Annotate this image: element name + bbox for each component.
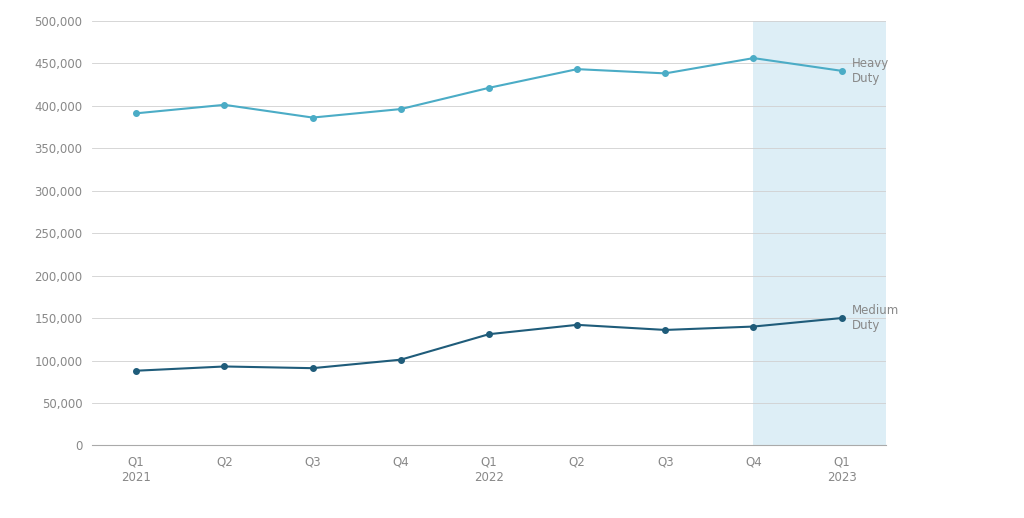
Text: Medium
Duty: Medium Duty	[852, 304, 899, 332]
Bar	[754, 21, 886, 445]
Text: Heavy
Duty: Heavy Duty	[852, 57, 890, 85]
